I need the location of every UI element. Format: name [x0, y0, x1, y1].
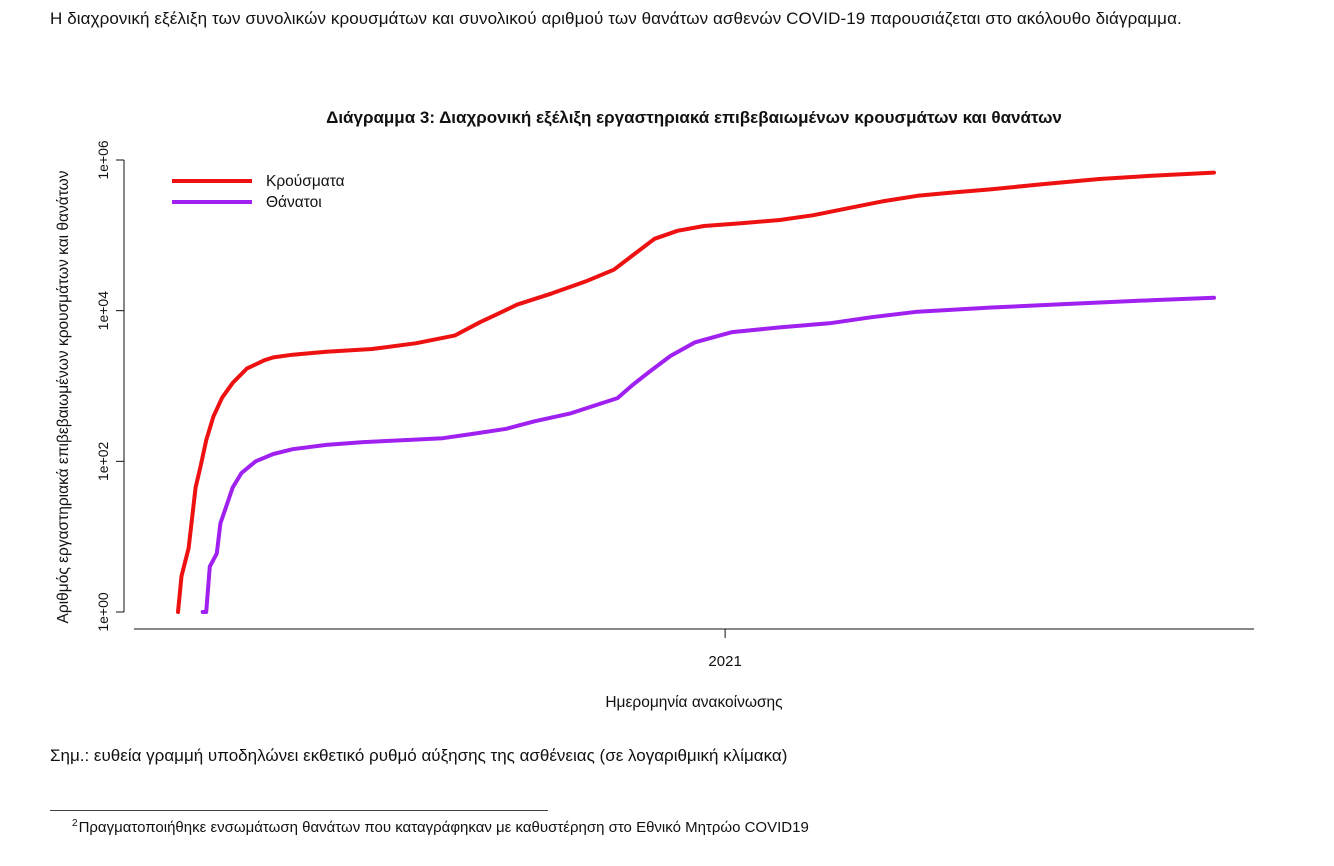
legend: Κρούσματα Θάνατοι [172, 173, 345, 211]
legend-label-deaths: Θάνατοι [266, 194, 322, 211]
y-tick-label-2: 1e+04 [95, 291, 111, 331]
y-axis: 1e+00 1e+02 1e+04 1e+06 [95, 140, 125, 632]
series-line-cases [176, 170, 1216, 614]
chart: Διάγραμμα 3: Διαχρονική εξέλιξη εργαστηρ… [55, 108, 1254, 711]
footnote: 2Πραγματοποιήθηκε ενσωμάτωση θανάτων που… [72, 818, 809, 836]
y-tick-label-1: 1e+02 [95, 441, 111, 481]
footnote-marker: 2 [72, 818, 78, 829]
chart-note: Σημ.: ευθεία γραμμή υποδηλώνει εκθετικό … [50, 746, 788, 765]
y-tick-label-0: 1e+00 [95, 592, 111, 632]
chart-title: Διάγραμμα 3: Διαχρονική εξέλιξη εργαστηρ… [326, 108, 1062, 127]
intro-paragraph: Η διαχρονική εξέλιξη των συνολικών κρουσ… [50, 9, 1182, 28]
series-line-deaths [200, 295, 1216, 614]
x-tick-label-0: 2021 [708, 653, 741, 670]
x-axis: 2021 [134, 628, 1254, 670]
x-axis-label: Ημερομηνία ανακοίνωσης [605, 694, 782, 711]
series-lines [176, 170, 1216, 614]
footnote-separator [50, 810, 548, 811]
y-tick-label-3: 1e+06 [95, 140, 111, 180]
legend-label-cases: Κρούσματα [266, 173, 345, 190]
footnote-text: Πραγματοποιήθηκε ενσωμάτωση θανάτων που … [78, 819, 809, 836]
y-axis-label: Αριθμός εργαστηριακά επιβεβαιωμένων κρου… [55, 170, 72, 623]
